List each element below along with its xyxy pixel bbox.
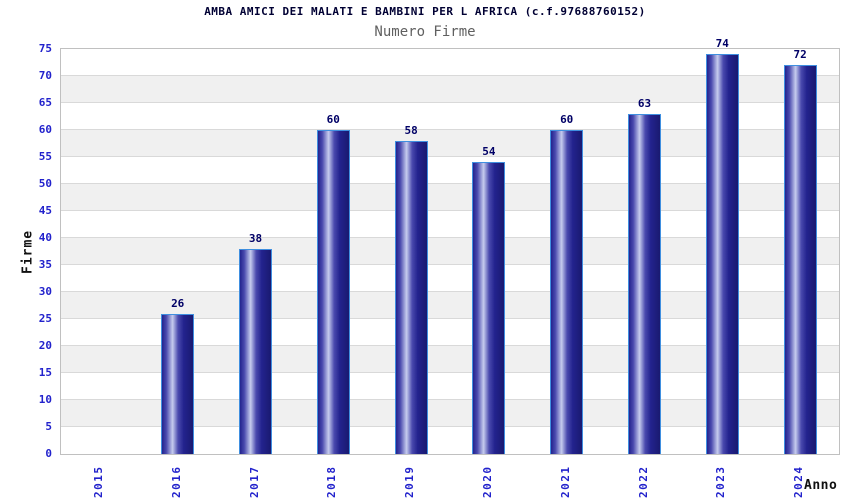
- x-tick-label: 2020: [480, 465, 494, 499]
- y-tick-label: 0: [45, 447, 52, 460]
- gridline: [61, 75, 839, 76]
- bar-2019: [394, 140, 428, 454]
- chart-subtitle: Numero Firme: [374, 24, 476, 40]
- y-tick-label: 35: [38, 257, 52, 271]
- bar-value-label: 58: [404, 123, 418, 137]
- x-tick-label: 2021: [558, 465, 572, 499]
- bar-2016: [161, 313, 195, 454]
- y-tick-label: 50: [38, 176, 52, 190]
- gridline: [61, 102, 839, 103]
- y-tick-label: 65: [38, 95, 52, 109]
- bar-value-label: 26: [171, 296, 185, 310]
- y-tick-label: 25: [38, 311, 52, 325]
- gridline: [61, 345, 839, 346]
- y-tick-label: 45: [38, 204, 52, 217]
- x-tick-label: 2016: [169, 465, 183, 499]
- gridline: [61, 318, 839, 320]
- x-axis-tick-labels: 2015 2016 2017 2018 2019 2020 2021 2022 2023 2024: [61, 458, 839, 499]
- gridline: [61, 426, 839, 427]
- y-tick-label: 60: [38, 123, 52, 136]
- bar-value-label: 74: [715, 37, 729, 51]
- y-tick-label: 75: [38, 42, 52, 55]
- x-tick-label: 2023: [714, 465, 728, 499]
- x-tick-label: 2022: [636, 465, 650, 499]
- gridline: [61, 399, 839, 400]
- bar-value-label: 54: [482, 145, 496, 159]
- y-tick-label: 55: [38, 149, 52, 163]
- x-tick-label: 2015: [91, 465, 105, 499]
- plot-area: 26 38 60 58 54 60 63 74 72: [60, 37, 840, 455]
- y-tick-label: 70: [38, 68, 52, 82]
- gridline: [61, 291, 839, 292]
- bar-value-label: 72: [793, 48, 807, 62]
- gridline: [61, 237, 839, 238]
- bar-2017: [239, 248, 272, 454]
- x-tick-label: 2019: [403, 465, 417, 499]
- gridline: [61, 183, 839, 185]
- gridline: [61, 264, 839, 265]
- y-tick-label: 30: [38, 285, 52, 298]
- y-tick-label: 40: [38, 231, 52, 244]
- bar-2018: [316, 130, 350, 454]
- x-axis-title: Anno: [804, 478, 838, 493]
- bar-2022: [628, 113, 661, 454]
- x-tick-label: 2017: [247, 465, 261, 499]
- y-tick-label: 15: [38, 366, 52, 379]
- chart-title: AMBA AMICI DEI MALATI E BAMBINI PER L AF…: [204, 5, 646, 18]
- y-tick-label: 20: [38, 339, 52, 352]
- y-tick-label: 10: [38, 392, 52, 406]
- bar-value-label: 60: [560, 113, 574, 126]
- y-axis-tick-labels: 0 5 10 15 20 25 30 35 40 45 50 55 60 65 70 75: [0, 43, 52, 460]
- bar-value-label: 60: [326, 113, 340, 126]
- bar-2021: [550, 130, 584, 454]
- gridline: [61, 156, 839, 157]
- gridline: [61, 210, 839, 211]
- bar-2023: [705, 54, 739, 454]
- bar-value-label: 63: [637, 96, 652, 110]
- y-tick-label: 5: [45, 420, 52, 433]
- bar-2024: [783, 65, 817, 454]
- bar-value-label: 38: [248, 231, 263, 245]
- x-tick-label: 2018: [325, 465, 339, 499]
- gridline: [61, 372, 839, 373]
- gridline: [61, 129, 839, 130]
- bar-2020: [472, 162, 506, 454]
